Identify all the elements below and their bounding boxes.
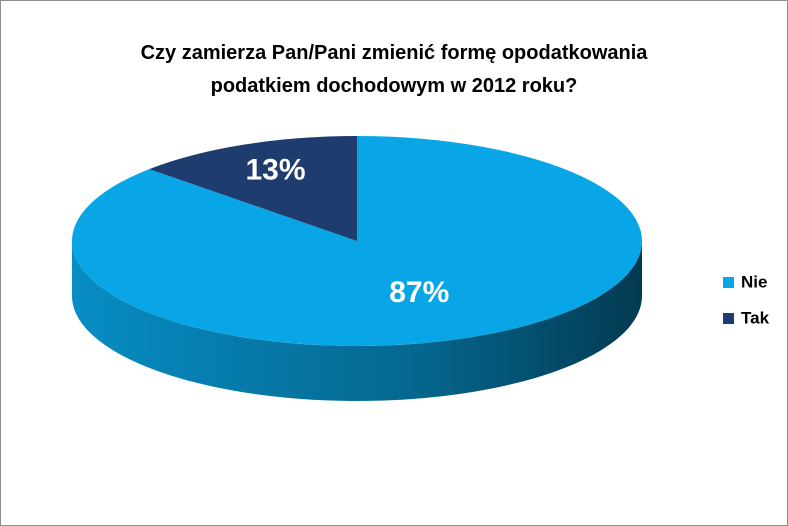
data-label: 87% (389, 276, 449, 309)
legend-swatch (723, 277, 734, 288)
pie-slice (149, 136, 357, 241)
chart-title: Czy zamierza Pan/Pani zmienić formę opod… (140, 42, 648, 97)
data-label: 13% (245, 154, 305, 187)
legend-label: Tak (741, 308, 770, 327)
pie-slice (71, 136, 643, 347)
pie-side (72, 241, 642, 401)
legend-swatch (723, 313, 734, 324)
legend-label: Nie (741, 272, 767, 291)
